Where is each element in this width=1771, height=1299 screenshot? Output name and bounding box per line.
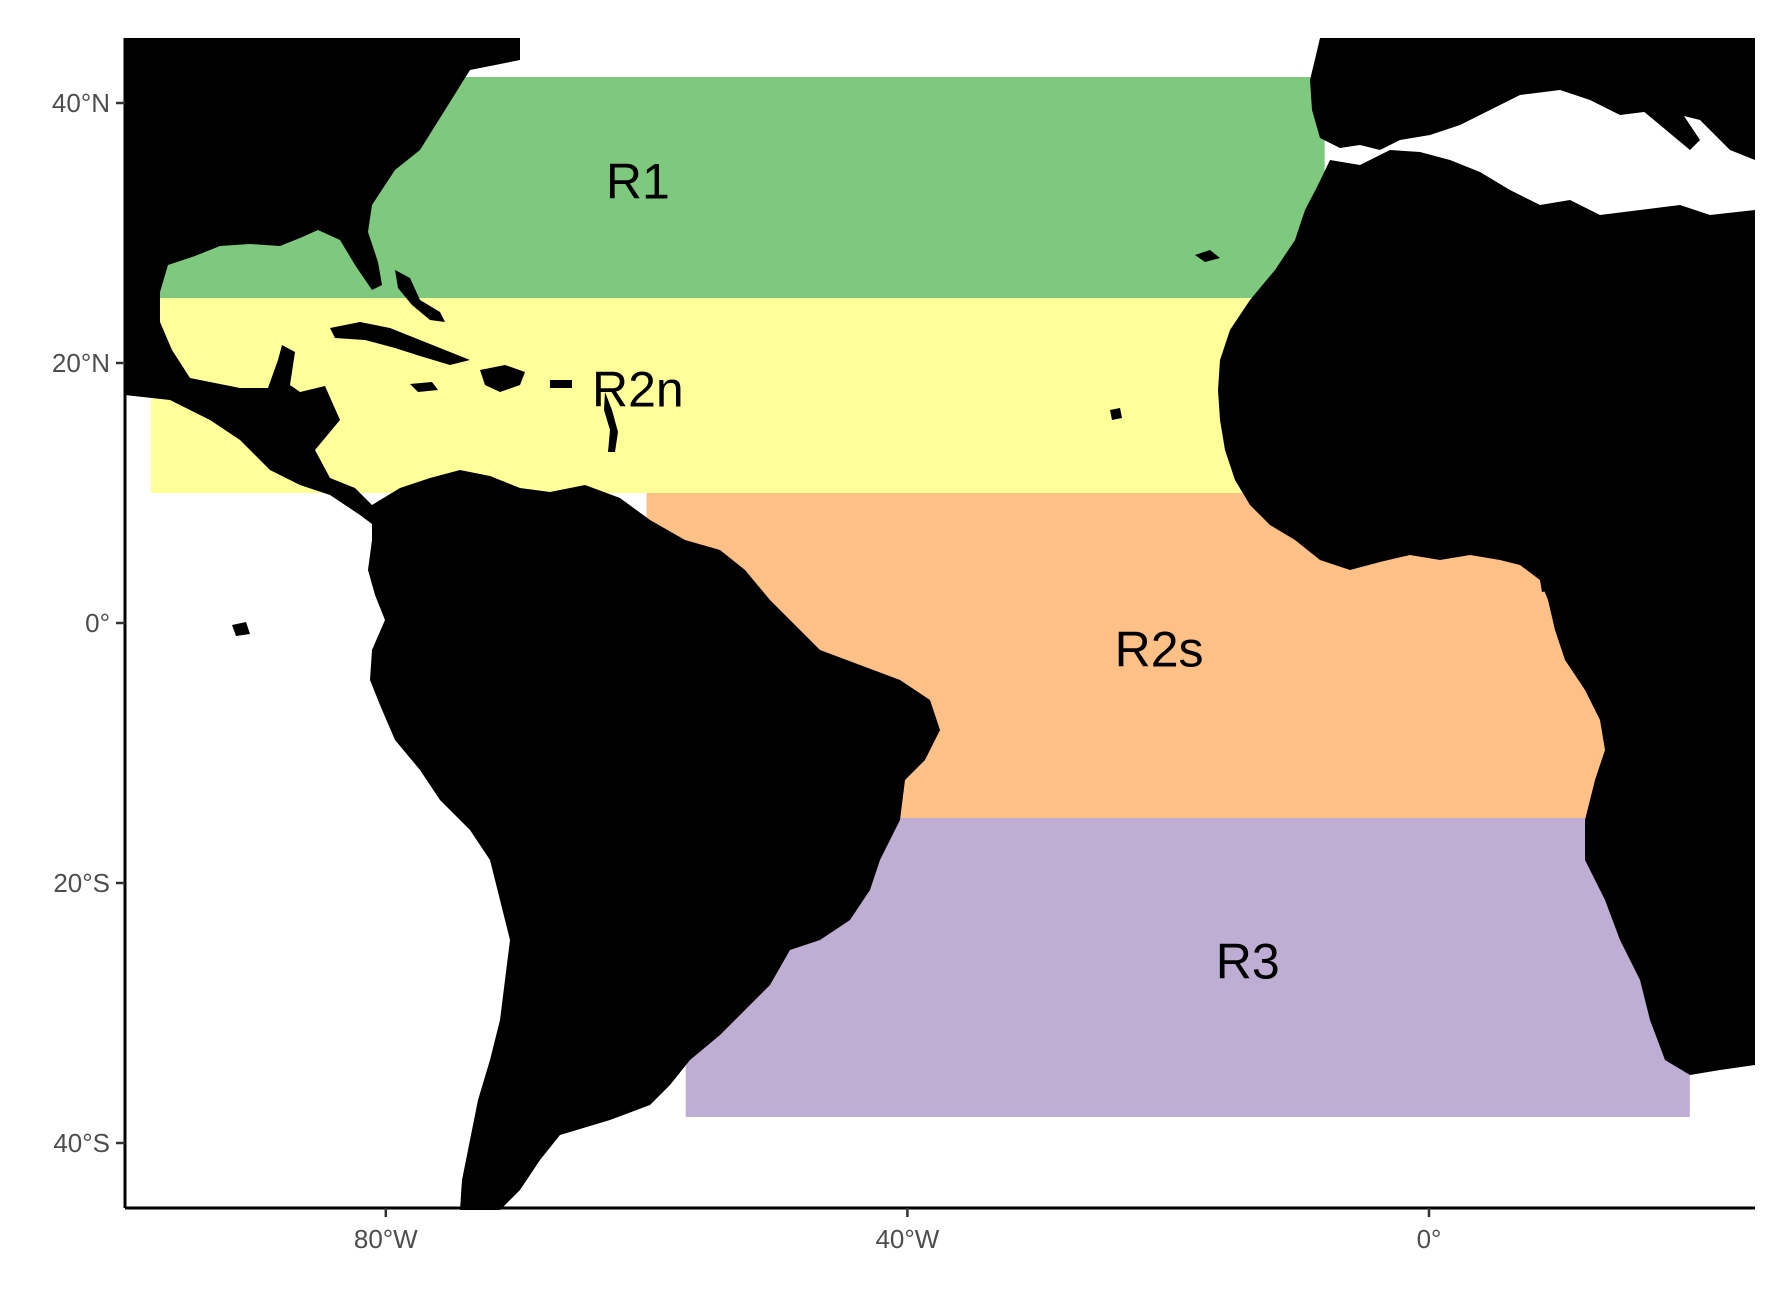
canary-islands [1195, 250, 1220, 262]
y-tick-label: 0° [85, 608, 110, 638]
italy-peninsula [1600, 38, 1700, 150]
y-tick-label: 20°N [52, 348, 110, 378]
x-axis-ticks: 80°W 40°W 0° [354, 1208, 1442, 1254]
region-labels: R1 R2n R2s R3 [592, 154, 1280, 990]
x-tick-label: 0° [1417, 1224, 1442, 1254]
hispaniola-island [480, 365, 525, 392]
y-axis-ticks: 40°N 20°N 0° 20°S 40°S [52, 88, 125, 1158]
region-r3-label: R3 [1216, 934, 1280, 990]
galapagos-islands [232, 622, 250, 636]
europe-landmass [1310, 38, 1755, 160]
y-tick-label: 40°N [52, 88, 110, 118]
region-r1-label: R1 [606, 154, 670, 210]
north-america-landmass [125, 38, 520, 530]
bioko-island [1540, 578, 1552, 592]
x-tick-label: 80°W [354, 1224, 418, 1254]
region-r2n-label: R2n [592, 362, 684, 418]
bahamas-islands [395, 270, 445, 322]
y-tick-label: 40°S [53, 1128, 110, 1158]
cape-verde-islands [1110, 408, 1122, 420]
puerto-rico-island [550, 380, 572, 388]
map-panel: R1 R2n R2s R3 [125, 38, 1755, 1210]
lesser-antilles [604, 392, 618, 452]
x-tick-label: 40°W [875, 1224, 939, 1254]
south-america-landmass [368, 470, 940, 1210]
cuba-island [330, 322, 470, 365]
y-tick-label: 20°S [53, 868, 110, 898]
region-r2s-label: R2s [1115, 622, 1204, 678]
land-masses [125, 38, 1755, 1210]
africa-landmass [1218, 150, 1755, 1075]
jamaica-island [410, 382, 438, 392]
